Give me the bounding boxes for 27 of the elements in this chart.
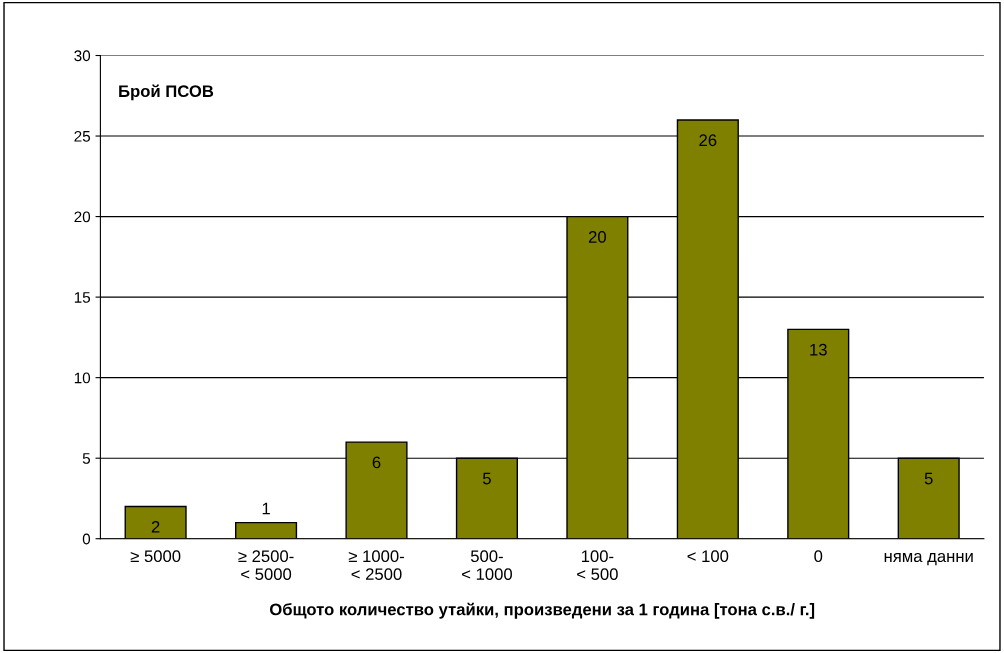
x-tick-label: ≥ 5000 [130,550,181,563]
x-tick-label: 0 [814,550,823,563]
x-tick-label: ≥ 1000- < 2500 [348,550,404,581]
data-label: 6 [372,456,381,469]
data-label: 20 [588,231,606,243]
data-label: 13 [810,343,827,356]
y-tick-label: 20 [74,211,91,223]
data-label: 5 [924,472,933,485]
y-tick-label: 30 [74,50,91,62]
data-label: 5 [482,472,491,485]
x-tick-label: няма данни [884,552,973,566]
y-tick-label: 25 [74,130,91,142]
y-tick-label: 0 [82,533,91,545]
x-axis-title: Общото количество утайки, произведени за 1 година [тона с.в./ г.] [269,602,815,619]
x-tick-label: ≥ 2500- < 5000 [238,550,294,581]
y-tick-label: 10 [74,372,91,384]
data-label: 26 [699,134,717,147]
y-tick-label: 15 [74,292,91,303]
x-tick-label: < 100 [687,550,729,563]
y-tick-label: 5 [82,453,91,464]
data-label: 1 [262,502,270,515]
bar [124,505,187,539]
data-label: 2 [151,520,160,533]
x-tick-label: 100- < 500 [577,550,618,581]
bar [234,521,298,539]
y-axis-title: Брой ПСОВ [119,84,214,101]
x-tick-label: 500- < 1000 [462,550,513,581]
